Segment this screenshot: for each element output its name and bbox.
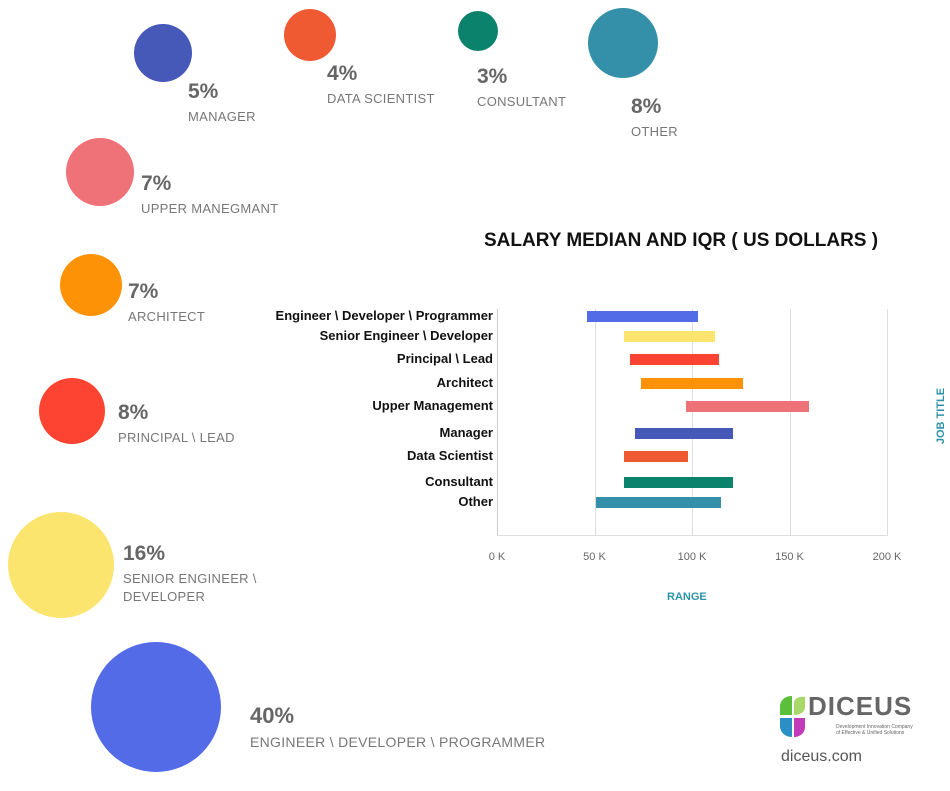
bubble-percent: 3% — [477, 65, 508, 88]
x-tick-label: 50 K — [583, 551, 606, 563]
x-axis-line — [497, 535, 887, 536]
bubble-2 — [458, 11, 498, 51]
salary-bar — [641, 378, 743, 389]
bubble-5 — [60, 254, 122, 316]
category-label: Principal \ Lead — [396, 351, 493, 366]
logo-tagline: Development Innovation Company of Effect… — [836, 724, 913, 736]
category-label: Data Scientist — [407, 448, 493, 463]
salary-bar — [635, 428, 733, 439]
bubble-3 — [588, 8, 658, 78]
salary-bar — [623, 451, 689, 462]
category-label: Senior Engineer \ Developer — [319, 328, 493, 343]
diceus-logo-icon — [780, 695, 806, 744]
bubble-label: ARCHITECT — [128, 309, 206, 324]
y-axis-label: JOB TITLE — [935, 387, 948, 445]
logo-wordmark: DICEUS — [808, 691, 913, 721]
x-tick-label: 0 K — [488, 551, 506, 563]
bubble-percent: 40% — [250, 703, 295, 728]
gridline — [692, 309, 693, 536]
bubble-8 — [91, 642, 221, 772]
x-tick-label: 200 K — [872, 551, 902, 563]
category-label: Manager — [439, 425, 493, 440]
bubble-6 — [39, 378, 105, 444]
bubble-percent: 8% — [631, 95, 662, 118]
bubble-label: DATA SCIENTIST — [327, 91, 435, 106]
category-label: Consultant — [425, 474, 493, 489]
category-label: Architect — [436, 375, 493, 390]
bubble-percent: 7% — [128, 280, 159, 303]
chart-title: SALARY MEDIAN AND IQR ( US DOLLARS ) — [484, 230, 879, 251]
salary-bar — [623, 331, 716, 342]
salary-bar — [686, 401, 809, 412]
salary-bar — [629, 354, 720, 365]
salary-bar — [623, 477, 733, 488]
bubble-percent: 8% — [118, 401, 149, 424]
bubble-percent: 16% — [123, 542, 166, 565]
x-tick-label: 100 K — [677, 551, 707, 563]
website-link[interactable]: diceus.com — [781, 748, 862, 765]
category-label: Engineer \ Developer \ Programmer — [275, 308, 493, 323]
gridline — [789, 309, 791, 536]
bubble-0 — [134, 24, 192, 82]
bubble-label: OTHER — [631, 124, 678, 139]
bubble-percent: 7% — [141, 172, 172, 195]
bubble-label: ENGINEER \ DEVELOPER \ PROGRAMMER — [250, 734, 546, 750]
salary-bar — [586, 311, 698, 322]
gridline — [887, 309, 888, 536]
bubble-label: CONSULTANT — [477, 94, 567, 109]
bubble-4 — [66, 138, 134, 206]
bubble-label: SENIOR ENGINEER \ DEVELOPER — [123, 571, 257, 604]
gridline — [594, 309, 596, 536]
gridline — [497, 309, 498, 536]
category-label: Other — [458, 494, 493, 509]
salary-bar — [596, 497, 722, 508]
x-tick-label: 150 K — [775, 551, 804, 563]
x-axis-label: RANGE — [667, 591, 707, 603]
bubble-label: PRINCIPAL \ LEAD — [118, 430, 235, 445]
bubble-percent: 4% — [327, 62, 358, 85]
bubble-percent: 5% — [188, 80, 219, 103]
bubble-7 — [8, 512, 114, 618]
bubble-label: MANAGER — [188, 109, 256, 124]
bubble-label: UPPER MANEGMANT — [141, 201, 279, 216]
category-label: Upper Management — [372, 398, 493, 413]
bubble-1 — [284, 9, 336, 61]
